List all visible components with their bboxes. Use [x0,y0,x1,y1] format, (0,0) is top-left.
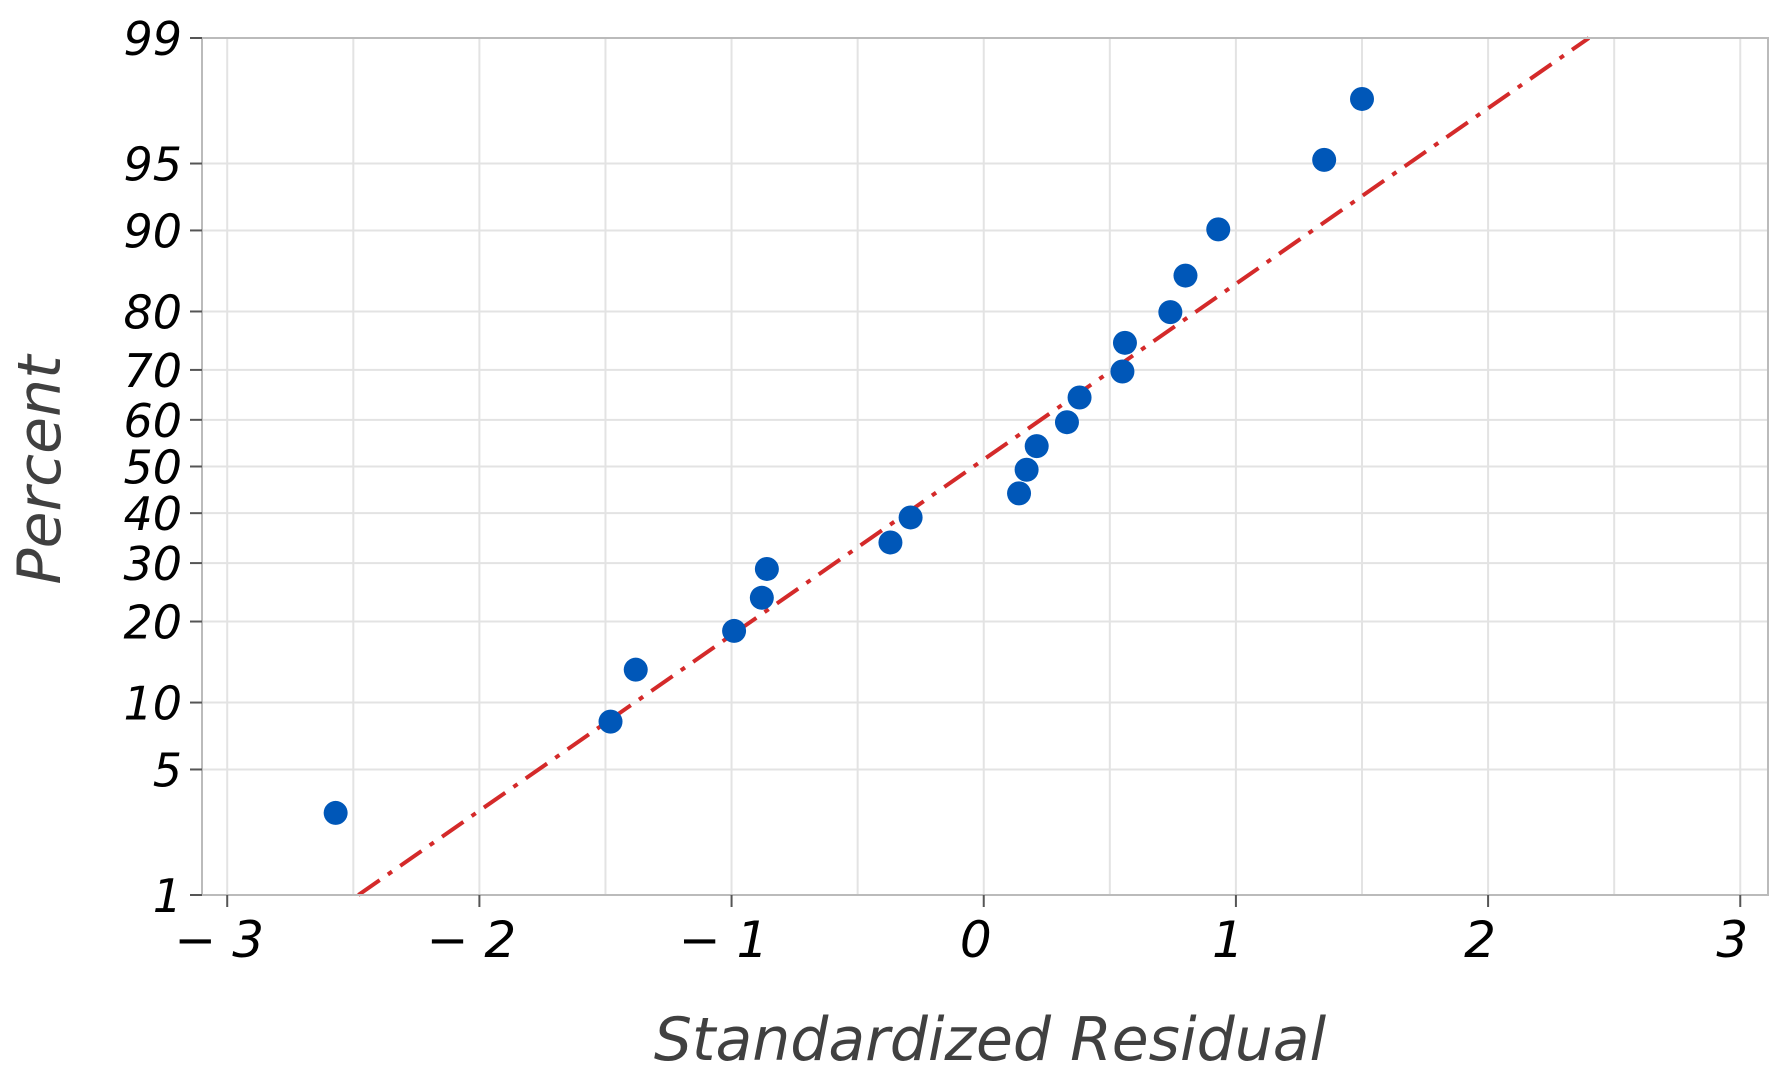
x-tick-label: 0 [960,911,992,969]
data-point [754,556,779,581]
x-tick-label: 1 [1212,911,1244,969]
data-point [1312,147,1337,172]
data-point [1206,217,1231,242]
data-points [323,86,1374,825]
data-point [898,505,923,530]
data-point [1014,457,1039,482]
x-tick-label: − 2 [427,911,517,969]
x-tick-label: − 1 [679,911,769,969]
y-tick-label: 1 [153,869,182,923]
y-tick-label: 80 [123,285,182,339]
data-point [1067,385,1092,410]
y-axis-title: Percent [5,353,75,585]
data-point [1110,359,1135,384]
data-point [1350,86,1374,111]
y-tick-label: 30 [123,537,182,591]
data-point [722,618,747,643]
data-point [323,800,348,825]
data-point [1007,481,1032,506]
data-point [1112,330,1137,355]
y-tick-label: 40 [123,487,182,541]
data-point [749,585,774,610]
y-tick-label: 70 [123,344,182,398]
data-point [598,709,623,734]
x-tick-label: 2 [1464,911,1496,969]
y-tick-label: 99 [123,12,182,66]
x-tick-label: − 3 [174,911,264,969]
data-point [623,657,648,682]
data-point [1024,434,1049,459]
y-tick-label: 50 [123,441,182,495]
y-tick-label: 5 [153,743,182,797]
x-axis-ticks: − 3 − 2 − 1 0 1 2 3 [174,895,1748,969]
y-tick-label: 90 [123,204,182,258]
x-tick-label: 3 [1716,911,1748,969]
data-point [1054,410,1079,435]
y-tick-label: 95 [123,138,182,192]
data-point [878,530,903,555]
x-axis-title: Standardized Residual [654,1005,1327,1075]
fit-line-layer [357,36,1591,897]
fitted-line [357,36,1591,897]
data-point [1173,263,1198,288]
y-tick-label: 10 [123,677,182,731]
y-tick-label: 60 [123,394,182,448]
grid [202,37,1768,896]
data-point [1158,300,1183,325]
y-tick-label: 20 [123,596,182,650]
